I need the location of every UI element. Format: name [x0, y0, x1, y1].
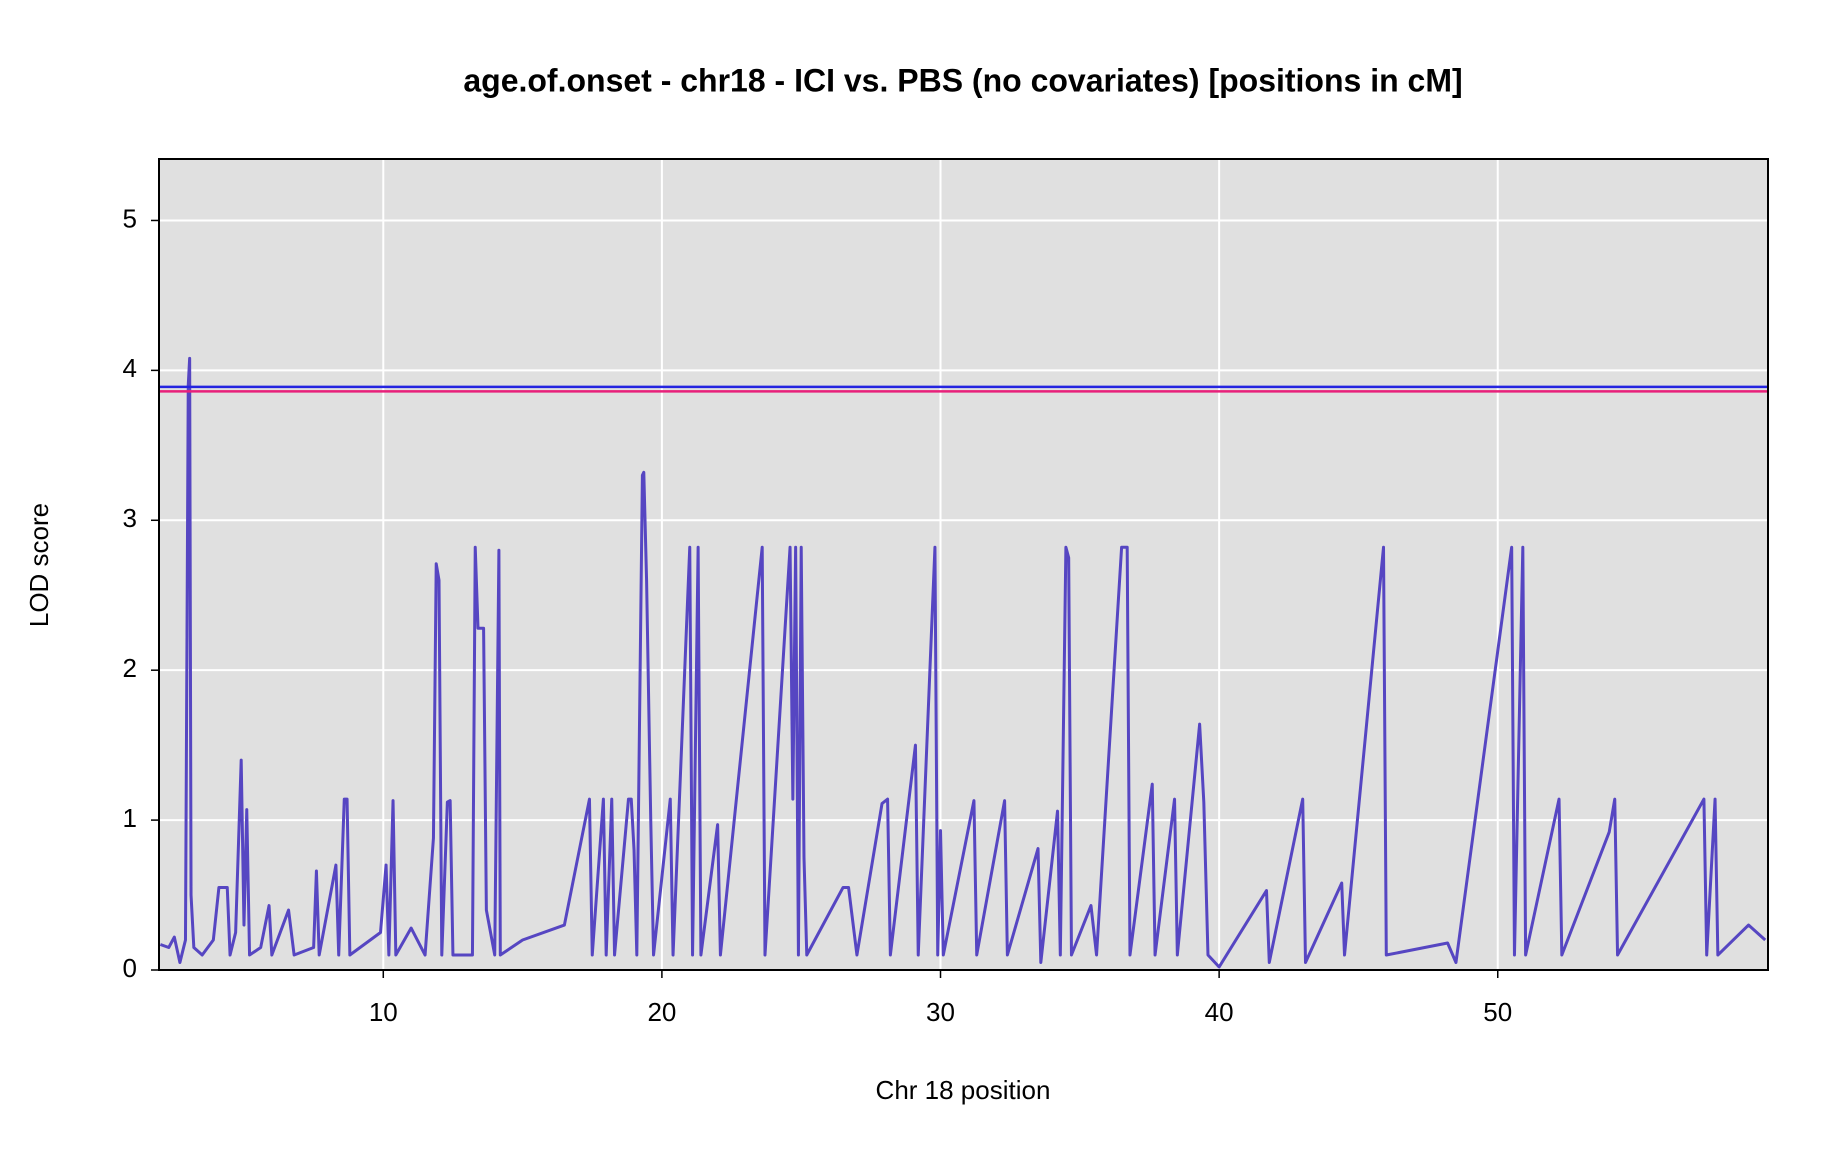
plot-border — [158, 158, 1769, 971]
x-tick-label: 10 — [369, 997, 398, 1027]
y-tick-label: 5 — [123, 203, 137, 233]
x-tick-label: 50 — [1483, 997, 1512, 1027]
y-tick-label: 4 — [123, 353, 137, 383]
plot-background — [159, 159, 1768, 970]
y-tick-label: 0 — [123, 953, 137, 983]
x-tick-label: 20 — [647, 997, 676, 1027]
y-tick-label: 3 — [123, 503, 137, 533]
x-axis-label: Chr 18 position — [876, 1075, 1051, 1105]
y-tick-label: 2 — [123, 653, 137, 683]
y-tick-label: 1 — [123, 803, 137, 833]
lod-line — [159, 356, 1767, 969]
x-tick-label: 40 — [1205, 997, 1234, 1027]
x-tick-label: 30 — [926, 997, 955, 1027]
chart-title: age.of.onset - chr18 - ICI vs. PBS (no c… — [463, 62, 1462, 98]
y-axis-label: LOD score — [24, 503, 54, 627]
